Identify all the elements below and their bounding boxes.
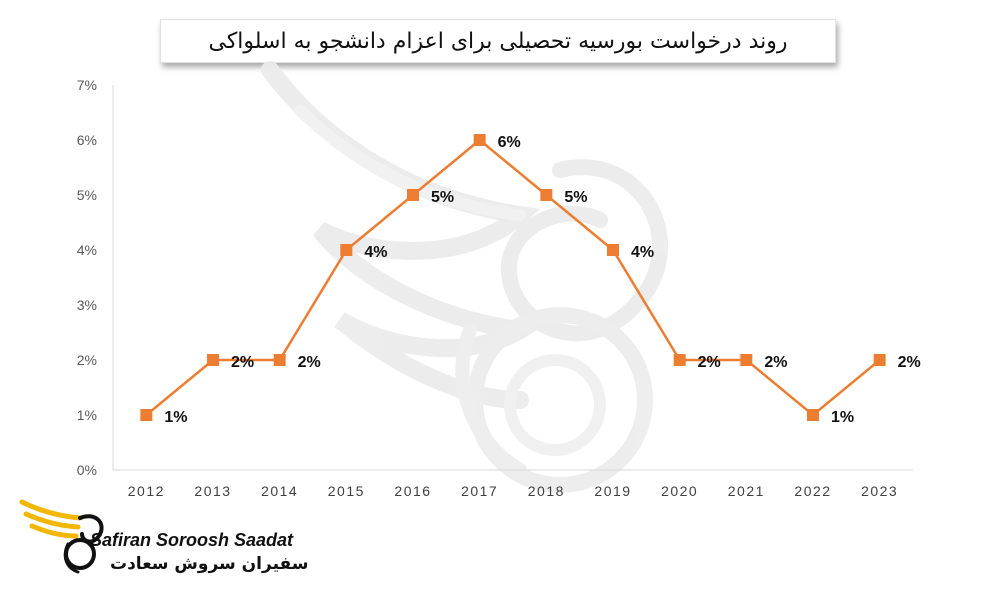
y-tick-label: 6% [77, 132, 97, 148]
x-tick-label: 2013 [194, 483, 231, 499]
x-tick-label: 2021 [728, 483, 765, 499]
data-point-marker [473, 134, 486, 146]
series-line [145, 138, 881, 417]
data-point-marker [207, 354, 219, 366]
x-tick-label: 2017 [461, 483, 498, 499]
x-tick-label: 2015 [328, 483, 365, 499]
data-label: 1% [164, 409, 187, 426]
data-label: 5% [564, 189, 587, 206]
data-label: 2% [898, 354, 921, 371]
y-tick-label: 3% [77, 297, 97, 313]
y-tick-label: 7% [77, 77, 97, 93]
x-tick-label: 2019 [594, 483, 631, 499]
chart-title: روند درخواست بورسیه تحصیلی برای اعزام دا… [208, 28, 788, 54]
x-tick-label: 2018 [528, 483, 565, 499]
phoenix-logo-icon [19, 499, 104, 574]
x-tick-label: 2022 [794, 483, 831, 499]
logo-name-english: Safiran Soroosh Saadat [90, 530, 294, 550]
data-label: 2% [231, 354, 254, 371]
data-label: 1% [831, 409, 854, 426]
data-label: 4% [364, 244, 387, 261]
phoenix-watermark-icon [261, 61, 668, 493]
x-tick-label: 2012 [128, 483, 165, 499]
data-point-marker [407, 189, 419, 201]
data-point-marker [807, 409, 819, 421]
data-point-marker [607, 244, 619, 256]
x-tick-label: 2023 [861, 483, 898, 499]
data-point-marker [140, 409, 153, 421]
data-point-marker [273, 354, 286, 366]
data-point-marker [673, 354, 686, 366]
data-label: 2% [764, 354, 787, 371]
data-point-marker [540, 189, 553, 201]
y-tick-label: 5% [77, 187, 97, 203]
x-tick-label: 2016 [394, 483, 431, 499]
data-point-marker [340, 244, 353, 256]
data-label: 2% [298, 354, 321, 371]
logo-name-persian: سفیران سروش سعادت [110, 554, 309, 574]
data-label: 4% [631, 244, 654, 261]
chart-title-box: روند درخواست بورسیه تحصیلی برای اعزام دا… [160, 19, 836, 63]
data-point-marker [740, 354, 753, 366]
data-label: 6% [498, 134, 521, 151]
y-tick-label: 0% [77, 462, 97, 478]
y-tick-label: 2% [77, 352, 97, 368]
y-tick-label: 4% [77, 242, 97, 258]
data-label: 5% [431, 189, 454, 206]
y-tick-label: 1% [77, 407, 97, 423]
x-tick-label: 2014 [261, 483, 298, 499]
company-logo: Safiran Soroosh Saadat سفیران سروش سعادت [18, 494, 308, 584]
x-tick-label: 2020 [661, 483, 698, 499]
data-point-marker [873, 354, 886, 366]
data-label: 2% [698, 354, 721, 371]
